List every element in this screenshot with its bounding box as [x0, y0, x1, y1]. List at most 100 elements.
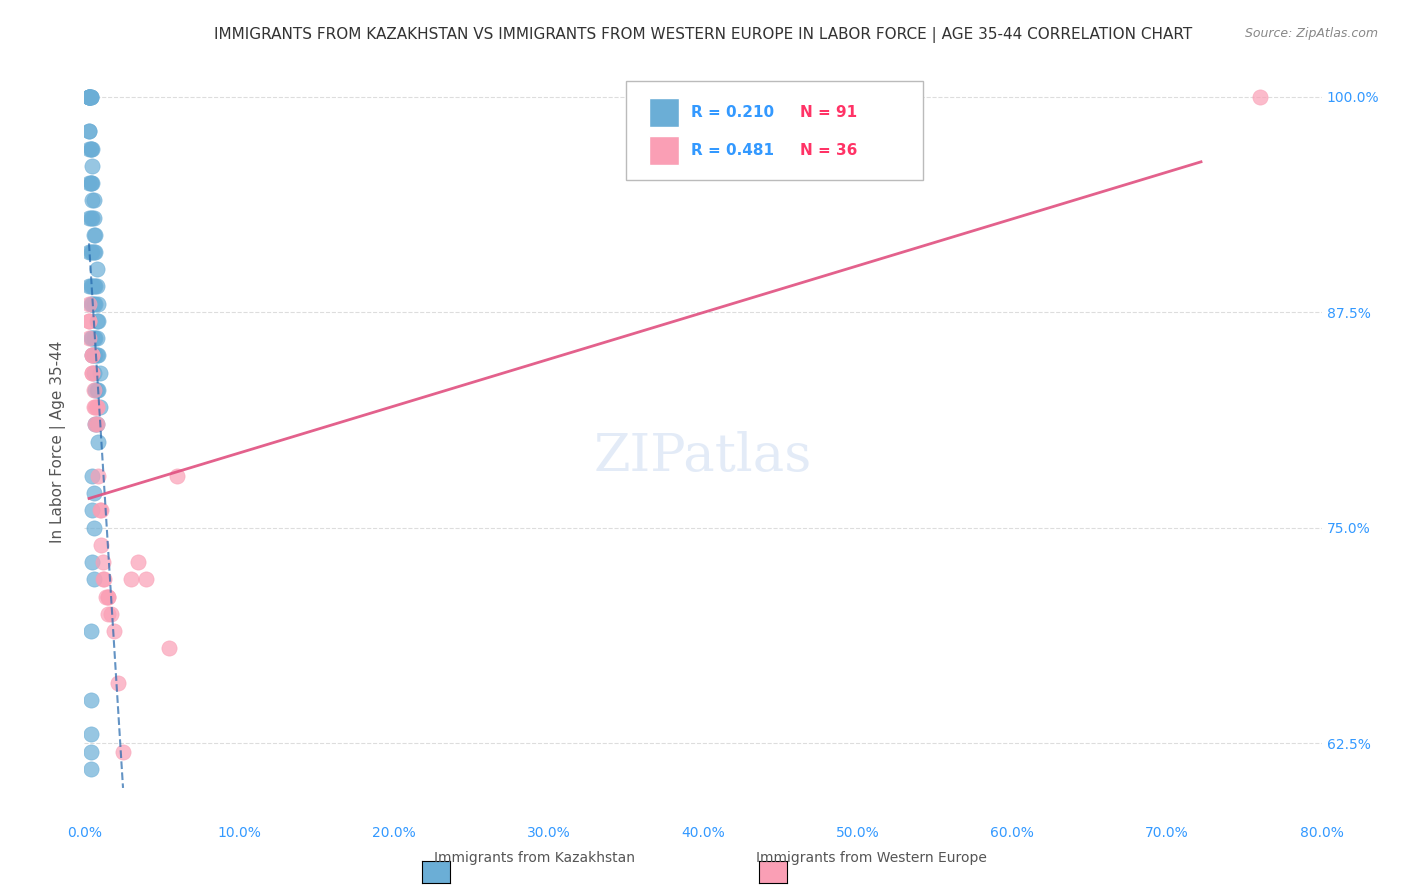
Point — [82, 469, 104, 483]
Point — [83, 366, 105, 380]
Point — [89, 503, 111, 517]
Text: N = 36: N = 36 — [800, 143, 856, 158]
FancyBboxPatch shape — [648, 98, 679, 127]
Point — [87, 296, 110, 310]
Point — [84, 227, 107, 242]
Point — [77, 314, 100, 328]
Point — [82, 194, 104, 208]
Point — [103, 624, 125, 639]
Point — [79, 331, 101, 345]
Point — [83, 383, 105, 397]
Point — [82, 211, 104, 225]
Point — [1249, 90, 1271, 104]
Point — [82, 244, 104, 259]
Point — [83, 279, 105, 293]
Point — [87, 314, 110, 328]
Point — [166, 469, 188, 483]
Point — [77, 244, 100, 259]
Text: IMMIGRANTS FROM KAZAKHSTAN VS IMMIGRANTS FROM WESTERN EUROPE IN LABOR FORCE | AG: IMMIGRANTS FROM KAZAKHSTAN VS IMMIGRANTS… — [214, 27, 1192, 43]
Text: Immigrants from Western Europe: Immigrants from Western Europe — [756, 851, 987, 865]
Point — [87, 383, 110, 397]
Point — [83, 296, 105, 310]
Point — [82, 503, 104, 517]
Point — [82, 348, 104, 362]
Point — [86, 331, 108, 345]
Point — [91, 555, 114, 569]
Point — [77, 90, 100, 104]
Point — [83, 400, 105, 414]
Point — [79, 90, 101, 104]
Point — [83, 227, 105, 242]
Point — [77, 124, 100, 138]
Point — [79, 176, 101, 190]
Point — [93, 573, 115, 587]
Point — [77, 296, 100, 310]
Point — [84, 400, 107, 414]
Point — [82, 176, 104, 190]
Point — [82, 366, 104, 380]
Point — [83, 194, 105, 208]
Point — [77, 314, 100, 328]
Point — [79, 727, 101, 741]
Point — [86, 262, 108, 277]
Point — [77, 279, 100, 293]
Point — [82, 366, 104, 380]
Point — [77, 90, 100, 104]
Point — [86, 279, 108, 293]
Text: R = 0.210   N = 91: R = 0.210 N = 91 — [647, 100, 803, 115]
FancyBboxPatch shape — [626, 81, 924, 180]
Point — [96, 607, 118, 621]
Point — [96, 590, 118, 604]
Point — [86, 400, 108, 414]
Point — [84, 383, 107, 397]
Text: R = 0.481   N = 36: R = 0.481 N = 36 — [647, 130, 803, 145]
Point — [79, 244, 101, 259]
Point — [79, 90, 101, 104]
Point — [127, 555, 149, 569]
Point — [77, 176, 100, 190]
Point — [82, 348, 104, 362]
Y-axis label: In Labor Force | Age 35-44: In Labor Force | Age 35-44 — [49, 341, 66, 542]
FancyBboxPatch shape — [648, 136, 679, 165]
Point — [86, 314, 108, 328]
Point — [79, 745, 101, 759]
Point — [79, 211, 101, 225]
Point — [77, 211, 100, 225]
Point — [79, 624, 101, 639]
Text: R = 0.210: R = 0.210 — [690, 105, 773, 120]
Point — [83, 244, 105, 259]
Text: Source: ZipAtlas.com: Source: ZipAtlas.com — [1244, 27, 1378, 40]
Point — [82, 331, 104, 345]
Text: ZIPatlas: ZIPatlas — [593, 431, 813, 483]
Point — [94, 590, 117, 604]
Text: N = 91: N = 91 — [800, 105, 856, 120]
Point — [77, 90, 100, 104]
Point — [82, 348, 104, 362]
Point — [83, 486, 105, 500]
Point — [83, 211, 105, 225]
Text: R = 0.481: R = 0.481 — [690, 143, 773, 158]
Point — [77, 90, 100, 104]
Point — [159, 641, 180, 656]
Point — [77, 90, 100, 104]
Point — [87, 348, 110, 362]
Point — [77, 142, 100, 156]
Point — [84, 296, 107, 310]
Point — [79, 176, 101, 190]
Point — [84, 417, 107, 432]
Point — [77, 124, 100, 138]
Point — [82, 296, 104, 310]
Point — [86, 383, 108, 397]
Point — [79, 279, 101, 293]
Point — [120, 573, 142, 587]
Point — [87, 469, 110, 483]
Point — [79, 693, 101, 707]
Point — [89, 366, 111, 380]
Point — [83, 331, 105, 345]
Point — [82, 555, 104, 569]
Point — [83, 521, 105, 535]
Point — [77, 90, 100, 104]
Point — [107, 675, 129, 690]
Point — [79, 90, 101, 104]
Point — [86, 348, 108, 362]
